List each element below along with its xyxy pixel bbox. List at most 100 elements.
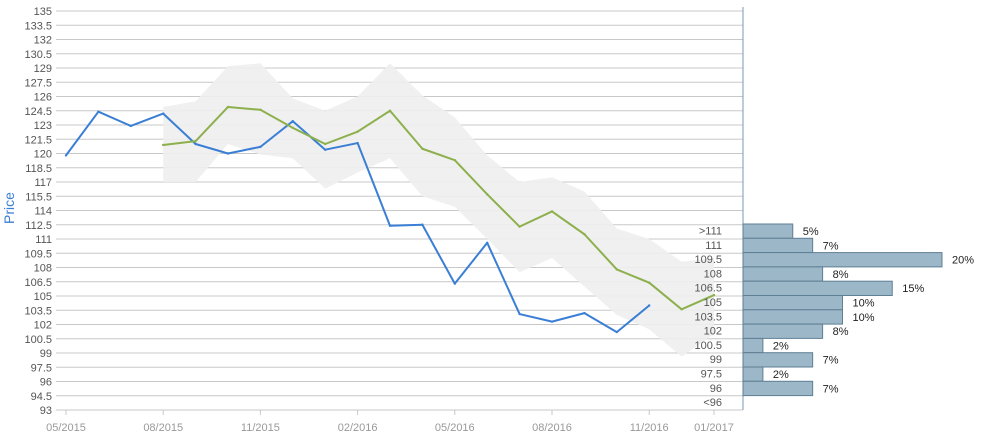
price-point	[583, 311, 586, 315]
trend-point	[226, 105, 230, 109]
distribution-bar	[742, 309, 843, 325]
price-point	[194, 142, 197, 146]
trend-point	[615, 268, 618, 271]
distribution-bar-label: 7%	[823, 383, 839, 395]
y-tick-label: 93	[40, 405, 52, 417]
price-point	[64, 154, 68, 157]
y-tick-label: 132	[34, 35, 52, 47]
distribution-category-label: <96	[703, 397, 722, 409]
price-point	[129, 124, 132, 128]
distribution-category-label: 103.5	[694, 311, 722, 323]
trend-point	[712, 293, 716, 297]
trend-point	[453, 158, 456, 162]
distribution-category-label: >111	[699, 226, 722, 238]
trend-point	[648, 281, 651, 284]
price-point	[550, 320, 554, 323]
distribution-bar-label: 8%	[833, 269, 849, 281]
trend-point	[486, 193, 489, 196]
price-point	[388, 224, 392, 227]
y-tick-label: 114	[34, 206, 52, 218]
y-tick-label: 105	[34, 291, 52, 303]
y-tick-label: 130.5	[24, 49, 52, 61]
distribution-category-label: 102	[704, 326, 722, 338]
distribution-bar-label: 8%	[833, 326, 849, 338]
forecast-band	[163, 63, 714, 357]
y-tick-label: 111	[35, 234, 52, 246]
x-tick-label: 02/2016	[338, 422, 378, 434]
trend-point	[324, 142, 327, 146]
trend-point	[162, 143, 165, 147]
y-tick-label: 120	[34, 149, 52, 161]
trend-series-line	[163, 105, 715, 311]
distribution-bar-label: 7%	[823, 240, 839, 252]
distribution-category-label: 106.5	[694, 283, 722, 295]
y-tick-label: 121.5	[24, 134, 52, 146]
price-point	[615, 330, 618, 334]
y-tick-label: 135	[34, 6, 52, 18]
y-tick-label: 129	[34, 63, 52, 75]
x-tick-label: 01/2017	[694, 422, 734, 434]
y-tick-label: 117	[34, 177, 52, 189]
distribution-bar-label: 15%	[902, 283, 924, 295]
price-point	[356, 141, 359, 145]
distribution-category-label: 108	[704, 268, 722, 280]
distribution-bar	[742, 337, 764, 354]
distribution-category-label: 99	[710, 354, 722, 366]
y-tick-label: 124.5	[24, 106, 52, 118]
distribution-category-label: 109.5	[694, 254, 722, 266]
distribution-bar	[742, 352, 814, 368]
price-point	[648, 304, 651, 307]
x-tick-label: 05/2016	[435, 422, 475, 434]
distribution-bar-label: 5%	[803, 226, 819, 238]
y-tick-label: 94.5	[31, 391, 52, 403]
distribution-bar	[742, 366, 764, 382]
distribution-bar-layer: >111 5% 111 7% 109.5 20% 108 8% 106.5 15% 105 10% 10…	[694, 223, 974, 409]
distribution-category-label: 111	[705, 240, 722, 252]
price-point	[324, 148, 327, 151]
x-tick-label: 05/2015	[46, 422, 86, 434]
y-tick-label: 109.5	[24, 248, 52, 260]
price-point	[291, 120, 294, 123]
distribution-category-label: 97.5	[701, 369, 722, 381]
distribution-bar-label: 7%	[823, 355, 839, 367]
distribution-bar	[742, 295, 843, 311]
y-tick-label: 133.5	[24, 20, 52, 32]
x-tick-label: 11/2015	[241, 422, 280, 434]
y-tick-label: 102	[34, 320, 52, 332]
y-tick-label: 112.5	[25, 220, 52, 232]
distribution-bar-label: 20%	[952, 255, 974, 267]
x-tick-label: 08/2015	[143, 422, 183, 434]
y-tick-label: 96	[40, 377, 52, 389]
price-point	[486, 241, 489, 244]
grid-layer	[56, 10, 743, 411]
y-tick-label: 127.5	[24, 77, 52, 89]
y-tick-label: 115.5	[25, 191, 52, 203]
price-point	[421, 223, 424, 226]
trend-point	[680, 308, 683, 311]
trend-point	[421, 147, 424, 150]
y-tick-label: 97.5	[31, 362, 52, 374]
distribution-bar	[742, 266, 824, 282]
trend-point	[388, 109, 392, 112]
band-layer	[163, 63, 714, 357]
trend-point	[356, 130, 359, 133]
distribution-bar	[742, 280, 893, 297]
distribution-bar-label: 2%	[773, 340, 789, 352]
distribution-category-label: 105	[704, 297, 722, 309]
x-tick-label: 11/2016	[630, 422, 669, 434]
axis-layer: 135 133.5 132 130.5 129 127.5 126 124.5 123 121.5…	[24, 6, 744, 434]
trend-point	[550, 210, 554, 213]
distribution-category-label: 100.5	[694, 340, 722, 352]
trend-point	[291, 126, 294, 130]
line-layer	[64, 105, 716, 334]
trend-point	[518, 225, 521, 228]
distribution-bar	[742, 252, 943, 268]
price-point	[453, 282, 456, 285]
y-tick-label: 108	[34, 263, 52, 275]
price-point	[259, 145, 262, 149]
price-point	[518, 312, 521, 316]
y-tick-label: 100.5	[24, 334, 52, 346]
distribution-bar-label: 10%	[853, 312, 875, 324]
